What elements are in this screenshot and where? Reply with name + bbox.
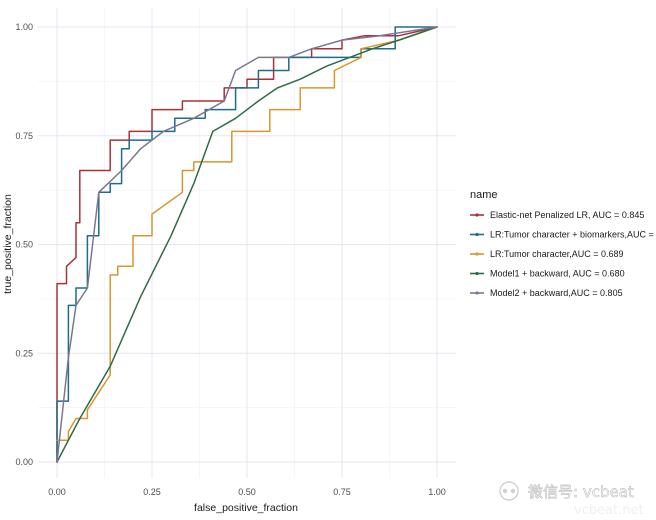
legend-key-dot xyxy=(475,232,479,237)
legend-label: LR:Tumor character,AUC = 0.689 xyxy=(490,249,623,259)
series-line-4 xyxy=(56,26,438,463)
axis-ticks: 0.00 0.25 0.50 0.75 1.00 0.00 0.25 0.50 0.75 1.00 xyxy=(15,22,445,497)
series-line-5 xyxy=(56,26,438,463)
legend-label: LR:Tumor character + biomarkers,AUC = 0.… xyxy=(490,230,656,240)
x-tick-label: 0.50 xyxy=(238,487,256,497)
y-tick-label: 0.25 xyxy=(15,348,33,358)
legend-label: Model2 + backward,AUC = 0.805 xyxy=(490,288,623,298)
series-lines xyxy=(56,26,438,463)
y-tick-label: 1.00 xyxy=(15,22,33,32)
x-tick-label: 0.00 xyxy=(48,487,66,497)
series-line-1 xyxy=(56,26,438,463)
legend-label: Elastic-net Penalized LR, AUC = 0.845 xyxy=(490,210,644,220)
watermark: 微信号: vcbeat vcbeat.net xyxy=(499,481,644,518)
x-tick-label: 0.25 xyxy=(143,487,161,497)
y-axis-title: true_positive_fraction xyxy=(2,194,14,294)
x-tick-label: 1.00 xyxy=(428,487,446,497)
legend: name Elastic-net Penalized LR, AUC = 0.8… xyxy=(469,189,656,301)
legend-key-dot xyxy=(475,252,479,256)
series-line-3 xyxy=(56,26,438,442)
wechat-logo-icon xyxy=(499,481,519,501)
y-tick-label: 0.75 xyxy=(15,131,33,141)
legend-key-dot xyxy=(475,291,479,295)
legend-key-dot xyxy=(475,271,479,276)
y-tick-label: 0.50 xyxy=(15,240,33,250)
legend-label: Model1 + backward, AUC = 0.680 xyxy=(490,269,625,279)
legend-key-dot xyxy=(475,213,479,217)
watermark-text: 微信号: vcbeat xyxy=(528,483,634,501)
x-tick-label: 0.75 xyxy=(333,487,351,497)
y-tick-label: 0.00 xyxy=(15,457,33,467)
x-axis-title: false_positive_fraction xyxy=(194,502,298,514)
legend-title: name xyxy=(470,189,498,201)
watermark-faint-text: vcbeat.net xyxy=(574,503,644,518)
